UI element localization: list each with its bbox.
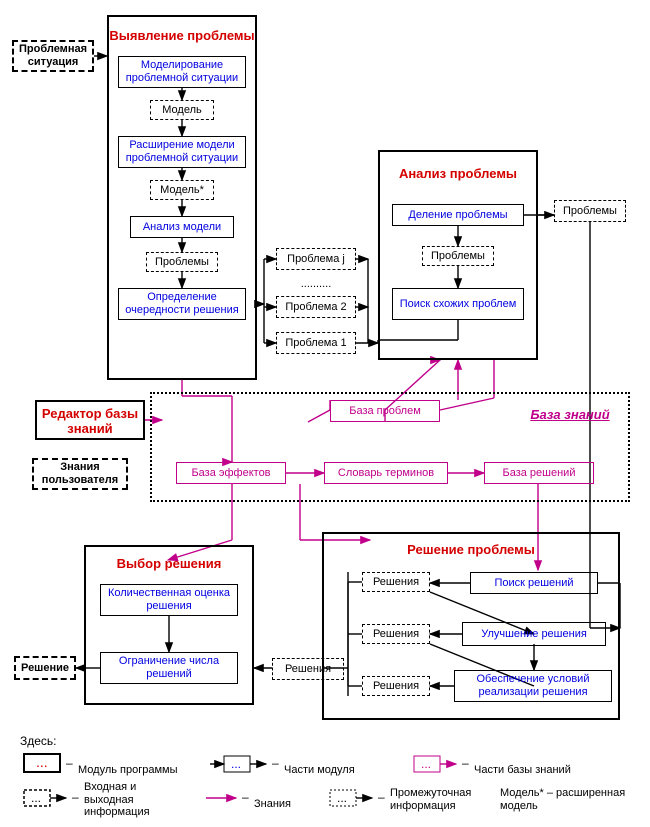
p_div: Деление проблемы xyxy=(392,204,524,226)
legend-text: Входная и выходная информация xyxy=(84,786,184,814)
legend-text: Модуль программы xyxy=(78,756,188,784)
module-title-m3: Редактор базы знаний xyxy=(35,402,145,442)
kb_dict: Словарь терминов xyxy=(324,462,448,484)
pr_1: Проблема 1 xyxy=(276,332,356,354)
ext-e_sol: Решение xyxy=(14,656,76,680)
legend-text: Модель* – расширенная модель xyxy=(500,786,640,814)
svg-text:–: – xyxy=(378,790,385,804)
module-title-m2: Анализ проблемы xyxy=(378,152,538,196)
svg-text:–: – xyxy=(272,756,279,770)
pr_j: Проблема j xyxy=(276,248,356,270)
p_model2: Модель* xyxy=(150,180,214,200)
kb_prob: База проблем xyxy=(330,400,440,422)
p_sol2: Решения xyxy=(362,624,430,644)
p_order: Определение очередности решения xyxy=(118,288,246,320)
p_problems1: Проблемы xyxy=(146,252,218,272)
p_sol1: Решения xyxy=(362,572,430,592)
ext-e_sit: Проблемная ситуация xyxy=(12,40,94,72)
p_quant: Количественная оценка решения xyxy=(100,584,238,616)
p_limit: Ограничение числа решений xyxy=(100,652,238,684)
p_ext: Расширение модели проблемной ситуации xyxy=(118,136,246,168)
kb_sol: База решений xyxy=(484,462,594,484)
ext-e_know: Знания пользователя xyxy=(32,458,128,490)
legend-text: Части базы знаний xyxy=(474,756,604,784)
legend-text: Знания xyxy=(254,790,314,818)
p_probs2: Проблемы xyxy=(422,246,494,266)
p_search: Поиск решений xyxy=(470,572,598,594)
svg-text:...: ... xyxy=(36,754,48,770)
pr_dots: .......... xyxy=(298,278,334,290)
svg-text:...: ... xyxy=(231,757,241,771)
module-title-m1: Выявление проблемы xyxy=(107,17,257,55)
legend-text: Части модуля xyxy=(284,756,374,784)
legend-header: Здесь: xyxy=(20,734,100,750)
p_analysis: Анализ модели xyxy=(130,216,234,238)
svg-text:...: ... xyxy=(421,757,431,771)
svg-text:...: ... xyxy=(31,791,41,805)
p_model_sit: Моделирование проблемной ситуации xyxy=(118,56,246,88)
svg-text:–: – xyxy=(462,756,469,770)
p_sol3: Решения xyxy=(362,676,430,696)
svg-text:–: – xyxy=(66,756,73,770)
svg-text:–: – xyxy=(242,790,249,804)
p_model: Модель xyxy=(150,100,214,120)
legend-text: Промежуточная информация xyxy=(390,786,490,814)
mid_sols: Решения xyxy=(272,658,344,680)
kb_eff: База эффектов xyxy=(176,462,286,484)
pr_2: Проблема 2 xyxy=(276,296,356,318)
p_conditions: Обеспечение условий реализации решения xyxy=(454,670,612,702)
svg-text:...: ... xyxy=(337,791,347,805)
p_similar: Поиск схожих проблем xyxy=(392,288,524,320)
o_probs: Проблемы xyxy=(554,200,626,222)
p_improve: Улучшение решения xyxy=(462,622,606,646)
module-title-m5: Решение проблемы xyxy=(322,534,620,566)
svg-text:–: – xyxy=(72,790,79,804)
module-title-m4: Выбор решения xyxy=(84,547,254,581)
kb-title: База знаний xyxy=(520,406,620,424)
